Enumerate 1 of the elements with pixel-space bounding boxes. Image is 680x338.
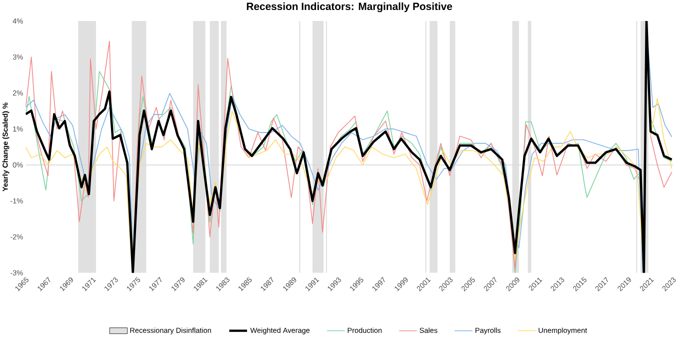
chart-title: Recession Indicators: Marginally Positive (246, 2, 452, 12)
